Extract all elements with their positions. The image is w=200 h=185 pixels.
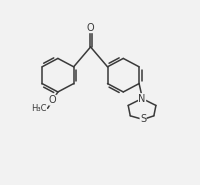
Text: H₃C: H₃C	[31, 104, 46, 113]
Text: O: O	[49, 95, 56, 105]
Text: S: S	[139, 115, 145, 125]
Text: O: O	[86, 23, 94, 33]
Text: N: N	[138, 93, 145, 104]
